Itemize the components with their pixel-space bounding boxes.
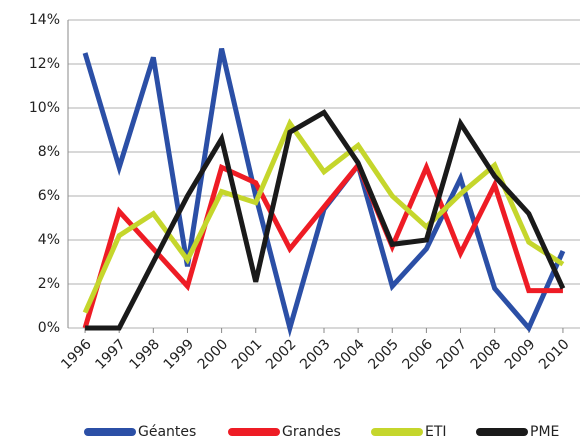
- y-tick-label: 14%: [29, 12, 60, 28]
- legend-label: ETI: [425, 424, 447, 440]
- x-tick-label: 2010: [536, 336, 573, 373]
- legend-label: Grandes: [282, 424, 341, 440]
- x-tick-label: 1998: [126, 336, 163, 373]
- legend-label: PME: [530, 424, 559, 440]
- series-line: [82, 160, 563, 329]
- series-line: [85, 109, 566, 331]
- y-tick-label: 6%: [38, 188, 60, 204]
- x-tick-label: 2002: [263, 336, 300, 373]
- y-tick-label: 8%: [38, 144, 60, 160]
- x-tick-label: 2001: [229, 336, 266, 373]
- x-tick-label: 2008: [468, 336, 505, 373]
- x-tick-label: 1997: [92, 336, 129, 373]
- x-tick-label: 2006: [400, 336, 437, 373]
- x-tick-label: 1996: [58, 336, 95, 373]
- y-tick-label: 12%: [29, 56, 60, 72]
- y-tick-label: 0%: [38, 320, 60, 336]
- x-tick-label: 2000: [195, 336, 232, 373]
- legend-label: Géantes: [138, 424, 196, 440]
- x-tick-label: 2009: [502, 336, 539, 373]
- y-tick-label: 10%: [29, 100, 60, 116]
- x-tick-label: 1999: [161, 336, 198, 373]
- x-tick-label: 2003: [297, 336, 334, 373]
- series-line: [82, 118, 565, 314]
- x-tick-label: 2007: [434, 336, 471, 373]
- x-tick-label: 2005: [365, 336, 402, 373]
- y-tick-label: 4%: [38, 232, 60, 248]
- x-tick-label: 2004: [331, 336, 368, 373]
- y-tick-label: 2%: [38, 276, 60, 292]
